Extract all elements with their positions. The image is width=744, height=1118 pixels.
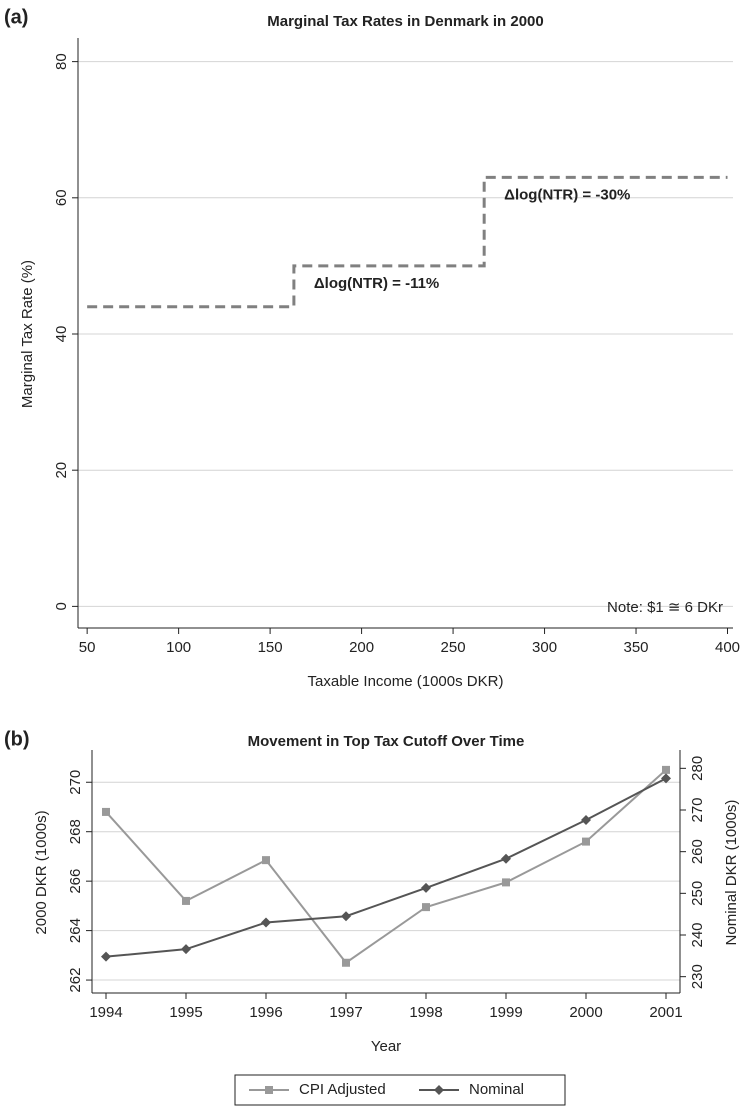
chart-title: Movement in Top Tax Cutoff Over Time: [248, 733, 525, 750]
panel-label: (b): [4, 728, 30, 750]
x-tick-label: 1996: [249, 1004, 282, 1021]
y2-tick-label: 270: [689, 797, 706, 822]
x-tick-label: 100: [166, 639, 191, 656]
marker: [262, 856, 270, 865]
series-line: [87, 175, 728, 309]
annotation: Δlog(NTR) = -30%: [504, 186, 630, 203]
chart-title: Marginal Tax Rates in Denmark in 2000: [267, 13, 544, 30]
y-tick-label: 268: [67, 819, 84, 844]
x-tick-label: 300: [532, 639, 557, 656]
marker: [501, 853, 511, 864]
y-tick-label: 60: [53, 189, 70, 206]
y-tick-label: 270: [67, 770, 84, 795]
legend-marker: [434, 1085, 444, 1095]
marker: [502, 878, 510, 887]
marker: [661, 773, 671, 784]
series-line: [105, 777, 667, 958]
annotation: Note: $1 ≅ 6 DKr: [607, 599, 723, 616]
marker: [342, 958, 350, 967]
marker: [662, 765, 670, 774]
y-tick-label: 20: [53, 462, 70, 479]
marker: [582, 837, 590, 846]
marker: [422, 903, 430, 912]
x-tick-label: 1999: [489, 1004, 522, 1021]
x-tick-label: 1994: [89, 1004, 122, 1021]
x-axis-label: Taxable Income (1000s DKR): [308, 673, 504, 690]
x-tick-label: 1998: [409, 1004, 442, 1021]
marker: [261, 917, 271, 928]
y2-tick-label: 240: [689, 922, 706, 947]
marker: [181, 944, 191, 955]
y-tick-label: 262: [67, 968, 84, 993]
y2-tick-label: 250: [689, 881, 706, 906]
panel-label: (a): [4, 6, 28, 28]
marker: [101, 951, 111, 962]
x-tick-label: 1997: [329, 1004, 362, 1021]
x-tick-label: 250: [441, 639, 466, 656]
marker: [421, 882, 431, 893]
x-tick-label: 1995: [169, 1004, 202, 1021]
y-axis-label: 2000 DKR (1000s): [33, 810, 50, 934]
marker: [341, 911, 351, 922]
y-tick-label: 264: [67, 918, 84, 943]
annotation: Δlog(NTR) = -11%: [314, 275, 439, 292]
legend-box: [234, 1074, 566, 1106]
x-tick-label: 350: [624, 639, 649, 656]
y-tick-label: 0: [53, 602, 70, 610]
x-tick-label: 2000: [569, 1004, 602, 1021]
y2-tick-label: 260: [689, 839, 706, 864]
y2-tick-label: 230: [689, 964, 706, 989]
legend-label: CPI Adjusted: [299, 1081, 386, 1098]
x-tick-label: 2001: [649, 1004, 682, 1021]
y-tick-label: 266: [67, 869, 84, 894]
x-tick-label: 150: [258, 639, 283, 656]
legend-label: Nominal: [469, 1081, 524, 1098]
legend-marker: [265, 1086, 273, 1094]
y2-tick-label: 280: [689, 756, 706, 781]
x-tick-label: 50: [79, 639, 96, 656]
y2-axis-label: Nominal DKR (1000s): [723, 800, 740, 946]
marker: [102, 807, 110, 816]
y-axis-label: Marginal Tax Rate (%): [19, 260, 36, 408]
series-line: [105, 769, 667, 965]
y-tick-label: 80: [53, 53, 70, 70]
x-tick-label: 200: [349, 639, 374, 656]
x-tick-label: 400: [715, 639, 740, 656]
marker: [182, 896, 190, 905]
x-axis-label: Year: [371, 1038, 401, 1055]
marker: [581, 815, 591, 825]
y-tick-label: 40: [53, 326, 70, 343]
